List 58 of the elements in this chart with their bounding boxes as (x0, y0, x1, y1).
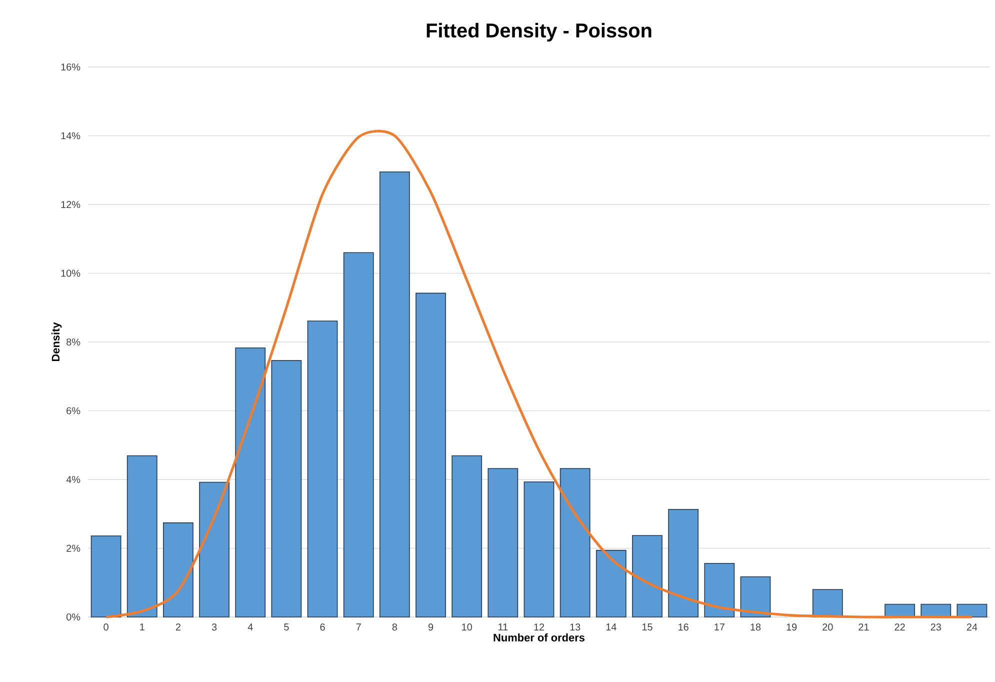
y-tick-label: 2% (66, 544, 80, 552)
x-tick-label: 9 (428, 624, 434, 631)
x-tick-label: 7 (356, 624, 361, 630)
bar (199, 482, 230, 618)
y-tick-label: 10% (61, 270, 80, 277)
x-tick-label: 2 (176, 624, 180, 630)
bar (812, 589, 843, 618)
x-tick-label: 16 (678, 624, 688, 631)
bar (163, 522, 194, 618)
x-tick-label: 4 (248, 624, 253, 630)
x-tick-label: 14 (606, 624, 616, 630)
x-tick-label: 19 (786, 624, 797, 631)
bar (307, 320, 338, 618)
x-tick-label: 13 (570, 624, 580, 631)
x-tick-label: 20 (822, 624, 833, 631)
bar (235, 347, 266, 618)
x-tick-label: 10 (462, 624, 472, 631)
x-tick-label: 3 (212, 624, 217, 631)
x-tick-label: 1 (140, 624, 144, 630)
y-tick-label: 8% (66, 338, 80, 346)
bar (452, 455, 482, 618)
bar (271, 360, 302, 618)
y-tick-label: 0% (66, 613, 80, 621)
x-tick-label: 21 (858, 624, 869, 630)
bar (668, 509, 699, 618)
bar (343, 252, 374, 618)
chart-title: Fitted Density - Poisson (426, 22, 652, 42)
bar (90, 535, 122, 618)
bar (488, 468, 518, 618)
bar (379, 171, 410, 618)
x-tick-label: 23 (930, 624, 941, 631)
y-axis-title: Density (51, 322, 62, 362)
bar (632, 535, 662, 618)
y-tick-label: 4% (66, 476, 80, 483)
y-tick-label: 6% (66, 407, 80, 414)
x-tick-label: 15 (642, 624, 652, 630)
bar (956, 604, 988, 618)
x-tick-label: 8 (392, 624, 398, 631)
bar (416, 292, 446, 618)
bar (596, 550, 626, 618)
x-tick-label: 17 (714, 624, 724, 630)
bar (740, 576, 771, 618)
x-tick-label: 0 (104, 624, 108, 631)
x-tick-label: 22 (894, 624, 905, 630)
x-tick-label: 18 (750, 624, 761, 631)
x-axis-title: Number of orders (494, 633, 585, 642)
x-tick-label: 12 (534, 624, 544, 630)
y-tick-label: 16% (61, 63, 80, 71)
bar (524, 482, 554, 618)
bar (560, 468, 590, 618)
y-tick-label: 14% (61, 132, 80, 140)
bar (126, 455, 158, 618)
y-tick-label: 12% (61, 200, 80, 208)
x-tick-label: 6 (320, 624, 325, 631)
x-tick-label: 11 (498, 624, 508, 630)
bar (704, 562, 735, 618)
x-tick-label: 24 (966, 624, 978, 630)
x-tick-label: 5 (284, 624, 289, 630)
